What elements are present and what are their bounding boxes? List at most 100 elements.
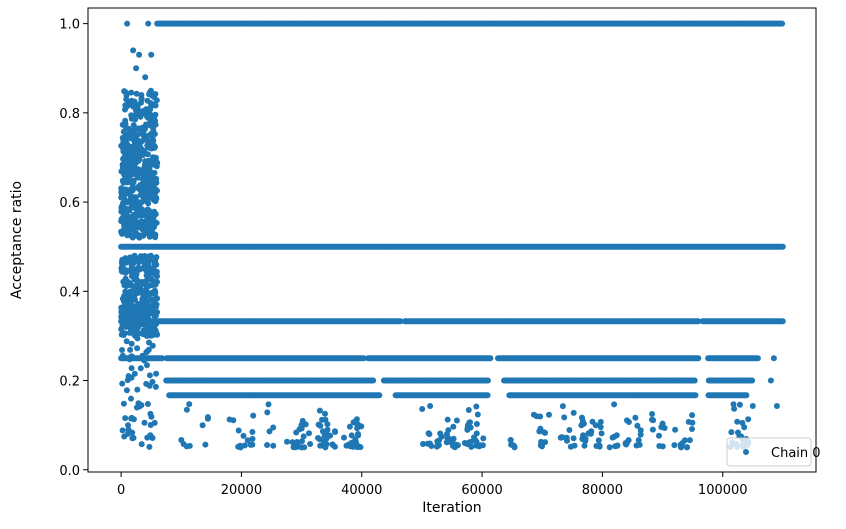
data-point <box>121 122 128 129</box>
data-point <box>322 410 328 417</box>
data-point <box>570 435 577 442</box>
data-point <box>147 226 154 233</box>
data-point <box>749 403 756 409</box>
data-point <box>241 442 248 449</box>
data-point <box>542 429 549 436</box>
data-point <box>130 47 137 54</box>
data-point <box>324 421 331 428</box>
data-point <box>581 442 588 449</box>
data-point <box>450 435 457 442</box>
data-point <box>354 422 361 429</box>
data-point <box>138 441 145 448</box>
data-point <box>118 204 125 211</box>
data-point <box>578 422 585 429</box>
data-point <box>144 97 151 104</box>
data-point <box>123 96 130 103</box>
data-point <box>681 437 688 444</box>
data-point <box>330 442 337 449</box>
data-point <box>649 426 656 433</box>
data-point <box>622 440 629 447</box>
data-point <box>124 199 131 206</box>
data-point <box>341 434 347 441</box>
data-point <box>135 125 142 132</box>
data-point <box>428 443 435 449</box>
data-point <box>120 400 127 407</box>
data-point <box>736 401 743 408</box>
data-point <box>511 444 518 451</box>
data-point <box>154 273 160 280</box>
data-point <box>199 422 206 429</box>
data-point <box>119 352 126 359</box>
data-point <box>159 355 166 362</box>
data-point <box>685 418 692 425</box>
data-point <box>585 430 592 437</box>
data-point <box>671 442 678 449</box>
data-point <box>779 243 786 250</box>
data-point <box>634 422 641 429</box>
data-point <box>487 355 494 362</box>
data-point <box>264 409 271 416</box>
data-point <box>134 174 141 181</box>
data-point <box>249 429 256 435</box>
data-point <box>153 219 160 226</box>
data-point <box>635 437 642 444</box>
data-point <box>152 121 159 128</box>
data-point <box>183 406 190 413</box>
data-point <box>360 355 367 362</box>
data-point <box>580 432 587 439</box>
data-point <box>149 435 156 441</box>
data-point <box>124 430 131 437</box>
data-point <box>119 228 126 235</box>
data-point <box>121 282 128 289</box>
y-axis: 0.00.20.40.60.81.0 <box>59 18 88 479</box>
data-point <box>465 407 472 413</box>
data-point <box>131 276 138 283</box>
data-point <box>230 417 237 424</box>
data-point <box>689 426 695 432</box>
data-point <box>122 106 128 113</box>
data-point <box>143 261 150 268</box>
x-tick-label: 80000 <box>582 483 623 498</box>
data-point <box>146 443 153 450</box>
data-point <box>123 320 129 327</box>
data-point <box>420 441 426 447</box>
data-point <box>131 252 138 259</box>
data-point <box>570 409 577 416</box>
data-point <box>344 442 351 449</box>
data-point <box>689 412 696 419</box>
data-point <box>743 392 750 399</box>
data-point <box>133 65 140 72</box>
data-point <box>142 278 149 285</box>
data-point <box>348 432 355 439</box>
data-point <box>357 444 364 451</box>
data-point <box>123 164 130 171</box>
data-point <box>300 433 307 440</box>
data-point <box>149 156 156 163</box>
data-point <box>739 419 746 426</box>
data-point <box>141 357 148 364</box>
data-point <box>136 156 143 163</box>
data-point <box>355 432 362 439</box>
data-point <box>127 187 134 194</box>
x-tick-label: 100000 <box>698 483 748 498</box>
data-point <box>464 425 471 432</box>
data-point <box>180 441 187 447</box>
data-point <box>133 271 140 278</box>
x-tick-label: 40000 <box>341 483 382 498</box>
data-point <box>186 401 193 408</box>
data-point <box>779 20 786 27</box>
data-point <box>240 432 247 439</box>
data-point <box>692 392 699 399</box>
data-point <box>122 220 128 227</box>
data-point <box>612 443 619 450</box>
data-point <box>148 51 155 58</box>
data-point <box>306 430 312 437</box>
data-point <box>437 430 444 437</box>
data-point <box>153 301 160 308</box>
data-point <box>558 434 565 441</box>
data-point <box>136 232 143 239</box>
data-point <box>397 318 404 325</box>
x-axis-label: Iteration <box>422 500 481 516</box>
data-point <box>124 307 131 314</box>
data-point <box>143 188 150 195</box>
